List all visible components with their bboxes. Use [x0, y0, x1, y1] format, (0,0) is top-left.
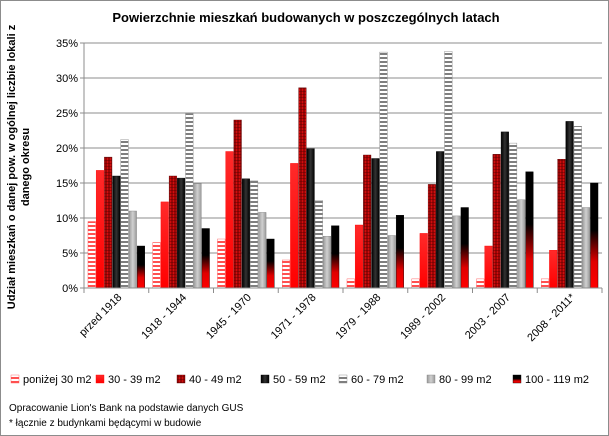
bar-2-6	[419, 233, 428, 289]
y-tick-label: 30%	[56, 73, 78, 85]
legend-label: 80 - 99 m2	[439, 374, 492, 386]
footnote: * łącznie z budynkami będącymi w budowie	[9, 418, 202, 429]
bar-6-1	[128, 210, 137, 289]
bar-4-8	[565, 121, 574, 289]
bar-1-1	[87, 221, 96, 289]
bar-3-4	[298, 87, 307, 289]
y-tick-label: 35%	[56, 38, 78, 50]
bar-7-1	[136, 245, 145, 289]
bar-4-5	[371, 158, 380, 289]
bar-4-1	[112, 175, 121, 289]
bar-3-1	[104, 156, 113, 289]
y-tick-label: 15%	[56, 178, 78, 190]
bar-4-6	[436, 151, 445, 289]
bar-2-5	[354, 224, 363, 289]
bar-2-2	[160, 201, 169, 289]
y-axis-label-line2: danego okresu	[20, 128, 32, 206]
bar-6-7	[517, 199, 526, 289]
y-axis-label-line1: Udział mieszkań o danej pow. w ogólnej l…	[6, 24, 18, 309]
bar-7-7	[525, 171, 534, 289]
bar-6-8	[582, 207, 591, 289]
bar-1-4	[282, 259, 291, 289]
bar-2-7	[484, 245, 493, 289]
bar-3-8	[557, 158, 566, 289]
bar-7-8	[590, 182, 599, 289]
bar-6-2	[193, 183, 202, 289]
bar-2-4	[290, 163, 299, 289]
x-tick-label: 1945 - 1970	[204, 292, 254, 342]
legend-label: 100 - 119 m2	[525, 374, 589, 386]
bar-5-5	[379, 51, 388, 289]
bar-5-1	[120, 139, 129, 289]
x-tick-label: 1971 - 1978	[269, 292, 319, 342]
bar-2-8	[549, 249, 558, 289]
legend-swatch	[338, 374, 348, 384]
bar-5-4	[314, 200, 323, 289]
y-tick-label: 5%	[62, 248, 78, 260]
bar-7-3	[266, 238, 275, 289]
bar-4-4	[306, 148, 315, 289]
y-tick-label: 20%	[56, 143, 78, 155]
bar-1-6	[411, 278, 420, 289]
bar-7-4	[331, 225, 340, 289]
y-axis-label: Udział mieszkań o danej pow. w ogólnej l…	[6, 24, 32, 309]
bar-6-5	[387, 235, 396, 289]
bars	[87, 51, 599, 289]
bar-5-2	[185, 113, 194, 289]
x-tick-label: 2008 - 2011*	[525, 291, 578, 344]
bar-2-1	[95, 170, 104, 289]
x-tick-label: przed 1918	[77, 292, 124, 339]
bar-4-3	[241, 178, 250, 289]
y-axis-ticks: 0% 5% 10% 15% 20% 25% 30% 35%	[56, 38, 84, 295]
bar-1-5	[346, 278, 355, 289]
bar-7-2	[201, 228, 210, 289]
bar-3-6	[427, 184, 436, 289]
legend-label: poniżej 30 m2	[23, 374, 92, 386]
bar-3-7	[492, 154, 501, 289]
bar-2-3	[225, 151, 234, 289]
legend: poniżej 30 m2 30 - 39 m2 40 - 49 m2 50 - 59…	[10, 374, 589, 386]
legend-label: 60 - 79 m2	[351, 374, 404, 386]
y-tick-label: 0%	[62, 283, 78, 295]
legend-label: 40 - 49 m2	[189, 374, 242, 386]
bar-1-2	[152, 242, 161, 289]
y-tick-label: 10%	[56, 213, 78, 225]
bar-5-3	[250, 180, 259, 289]
chart-title: Powierzchnie mieszkań budowanych w poszc…	[112, 10, 499, 25]
bar-5-6	[444, 51, 453, 289]
legend-swatch	[176, 374, 186, 384]
x-tick-label: 1918 - 1944	[139, 292, 189, 342]
legend-swatch	[512, 374, 522, 384]
legend-swatch	[260, 374, 270, 384]
bar-6-3	[258, 212, 267, 289]
bar-5-8	[573, 126, 582, 289]
bar-7-5	[395, 214, 404, 289]
bar-6-6	[452, 215, 461, 289]
y-tick-label: 25%	[56, 108, 78, 120]
source-note: Opracowanie Lion's Bank na podstawie dan…	[9, 403, 244, 414]
legend-label: 30 - 39 m2	[108, 374, 161, 386]
x-tick-label: 1989 - 2002	[398, 292, 448, 342]
bar-3-5	[363, 154, 372, 289]
bar-1-7	[476, 278, 485, 289]
bar-3-3	[233, 119, 242, 289]
bar-6-4	[323, 235, 332, 289]
legend-label: 50 - 59 m2	[273, 374, 326, 386]
bar-1-8	[541, 278, 550, 289]
legend-swatch	[95, 374, 105, 384]
bar-1-3	[217, 238, 226, 289]
legend-swatch	[10, 374, 20, 384]
bar-3-2	[168, 175, 177, 289]
bar-5-7	[509, 142, 518, 289]
x-axis-ticks: przed 1918 1918 - 1944 1945 - 1970 1971 - 1…	[77, 288, 603, 344]
bar-7-6	[460, 207, 469, 289]
x-tick-label: 1979 - 1988	[333, 292, 383, 342]
bar-4-2	[177, 177, 186, 289]
legend-swatch	[426, 374, 436, 384]
x-tick-label: 2003 - 2007	[463, 292, 513, 342]
bar-4-7	[500, 131, 509, 289]
